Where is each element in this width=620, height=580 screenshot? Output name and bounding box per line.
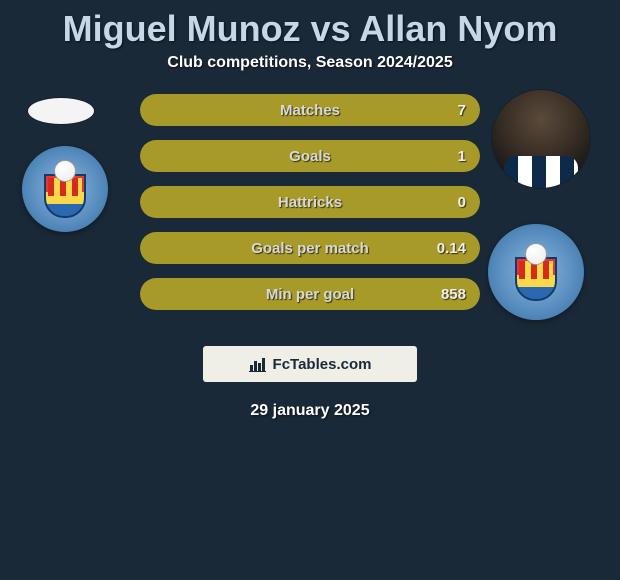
stat-value-right: 858 [441,278,466,310]
stat-row: Min per goal858 [140,278,480,310]
date-text: 29 january 2025 [0,402,620,420]
stat-row: Goals1 [140,140,480,172]
stat-label: Hattricks [140,186,480,218]
brand-text: FcTables.com [273,356,372,373]
club-badge-left [22,146,108,232]
stat-label: Goals [140,140,480,172]
subtitle: Club competitions, Season 2024/2025 [0,54,620,90]
stat-row: Goals per match0.14 [140,232,480,264]
club-crest-right [511,243,561,301]
page-title: Miguel Munoz vs Allan Nyom [0,0,620,54]
stat-label: Matches [140,94,480,126]
club-badge-right [488,224,584,320]
bar-chart-icon [249,356,267,372]
stat-value-right: 1 [458,140,466,172]
stat-row: Matches7 [140,94,480,126]
stat-label: Goals per match [140,232,480,264]
stat-value-right: 0.14 [437,232,466,264]
brand-badge: FcTables.com [203,346,417,382]
comparison-panel: Matches7Goals1Hattricks0Goals per match0… [0,90,620,450]
stat-label: Min per goal [140,278,480,310]
stat-bars: Matches7Goals1Hattricks0Goals per match0… [140,94,480,310]
stat-row: Hattricks0 [140,186,480,218]
club-crest-left [40,160,90,218]
stat-value-right: 7 [458,94,466,126]
player-photo-right [492,90,590,188]
player-photo-left [28,98,94,124]
stat-value-right: 0 [458,186,466,218]
